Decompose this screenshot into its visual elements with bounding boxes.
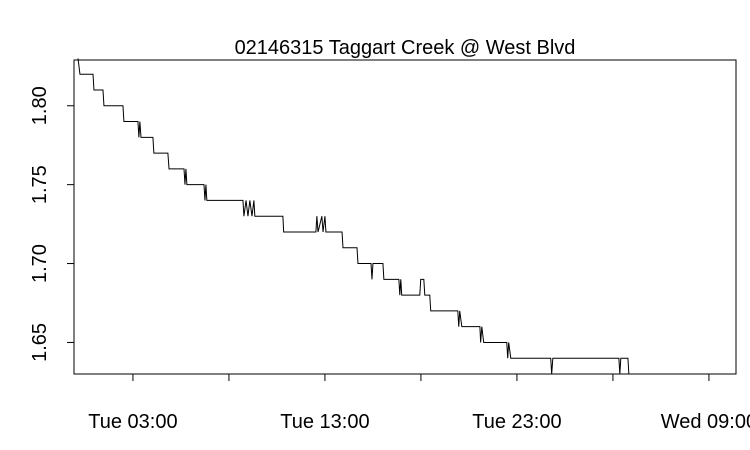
x-tick-label: Tue 03:00 xyxy=(88,411,177,433)
x-tick-label: Tue 23:00 xyxy=(472,411,561,433)
data-line xyxy=(77,58,630,375)
chart-title: 02146315 Taggart Creek @ West Blvd xyxy=(235,37,576,59)
plot-box xyxy=(73,59,737,375)
x-tick-label: Tue 13:00 xyxy=(280,411,369,433)
x-tick-label: Wed 09:00 xyxy=(661,411,750,433)
y-tick-label: 1.80 xyxy=(29,86,51,125)
y-tick-label: 1.65 xyxy=(29,323,51,362)
y-tick-label: 1.70 xyxy=(29,244,51,283)
y-tick-label: 1.75 xyxy=(29,165,51,204)
